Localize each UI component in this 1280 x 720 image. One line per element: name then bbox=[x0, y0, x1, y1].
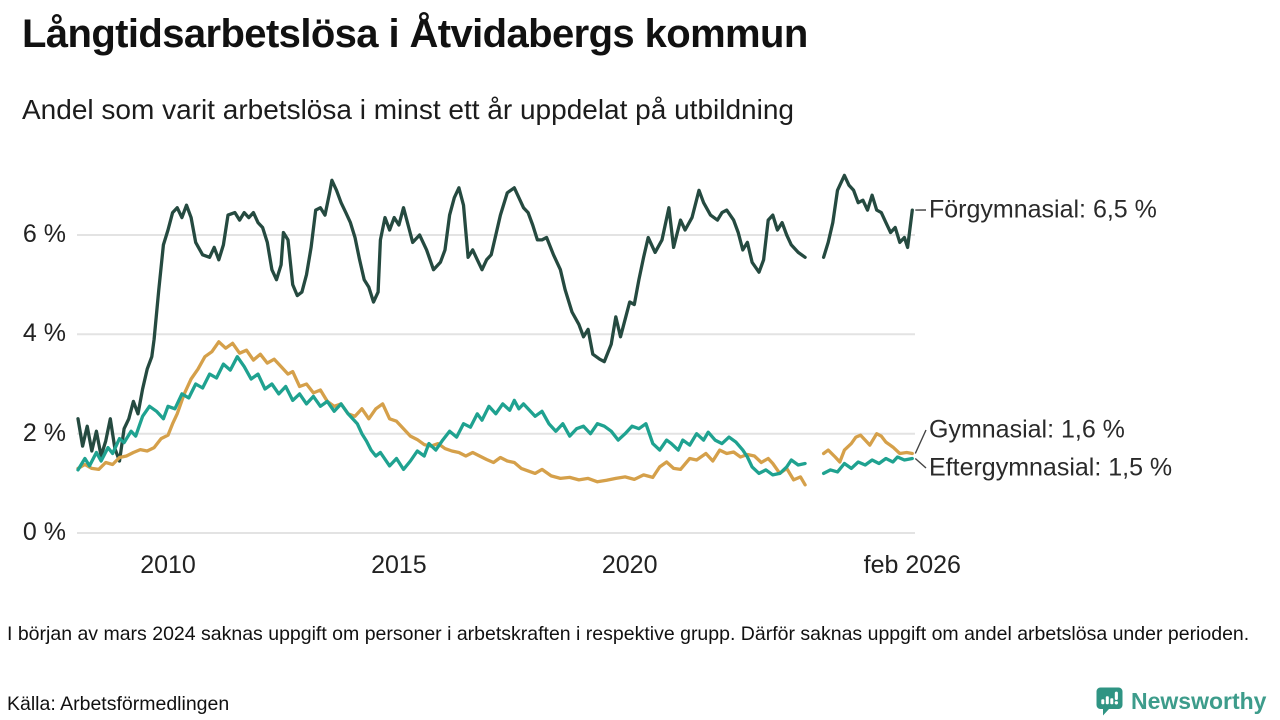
label-connector-gymnasial bbox=[914, 429, 927, 454]
y-axis-tick-0: 0 % bbox=[22, 517, 66, 546]
series-line-gymnasial bbox=[76, 340, 807, 487]
chart-source: Källa: Arbetsförmedlingen bbox=[7, 693, 230, 715]
x-axis-tick-1: 2015 bbox=[371, 551, 427, 579]
series-end-label-eftergymnasial: Eftergymnasial: 1,5 % bbox=[929, 453, 1173, 482]
series-line-eftergymnasial bbox=[76, 355, 807, 477]
series-end-label-gymnasial: Gymnasial: 1,6 % bbox=[929, 415, 1125, 444]
y-axis-tick-3: 6 % bbox=[22, 219, 66, 248]
label-connector-eftergymnasial bbox=[914, 457, 927, 469]
y-axis-tick-2: 4 % bbox=[22, 319, 66, 348]
newsworthy-logo-icon bbox=[1096, 687, 1123, 716]
series-line-forgymnasial-after-gap bbox=[821, 173, 914, 259]
series-line-gymnasial-after-gap bbox=[821, 432, 914, 464]
series-line-forgymnasial bbox=[76, 178, 807, 463]
x-axis-tick-3: feb 2026 bbox=[863, 551, 961, 579]
chart-footnote: I början av mars 2024 saknas uppgift om … bbox=[7, 623, 1250, 645]
newsworthy-brand: Newsworthy bbox=[1095, 686, 1266, 716]
newsworthy-wordmark: Newsworthy bbox=[1131, 687, 1267, 714]
y-axis-tick-1: 2 % bbox=[22, 418, 66, 447]
page-title: Långtidsarbetslösa i Åtvidabergs kommun bbox=[22, 12, 808, 56]
page-subtitle: Andel som varit arbetslösa i minst ett å… bbox=[22, 94, 794, 125]
series-end-label-forgymnasial: Förgymnasial: 6,5 % bbox=[929, 195, 1157, 224]
x-axis-tick-0: 2010 bbox=[140, 551, 196, 579]
x-axis-tick-2: 2020 bbox=[601, 551, 658, 579]
series-line-eftergymnasial-after-gap bbox=[821, 455, 914, 476]
